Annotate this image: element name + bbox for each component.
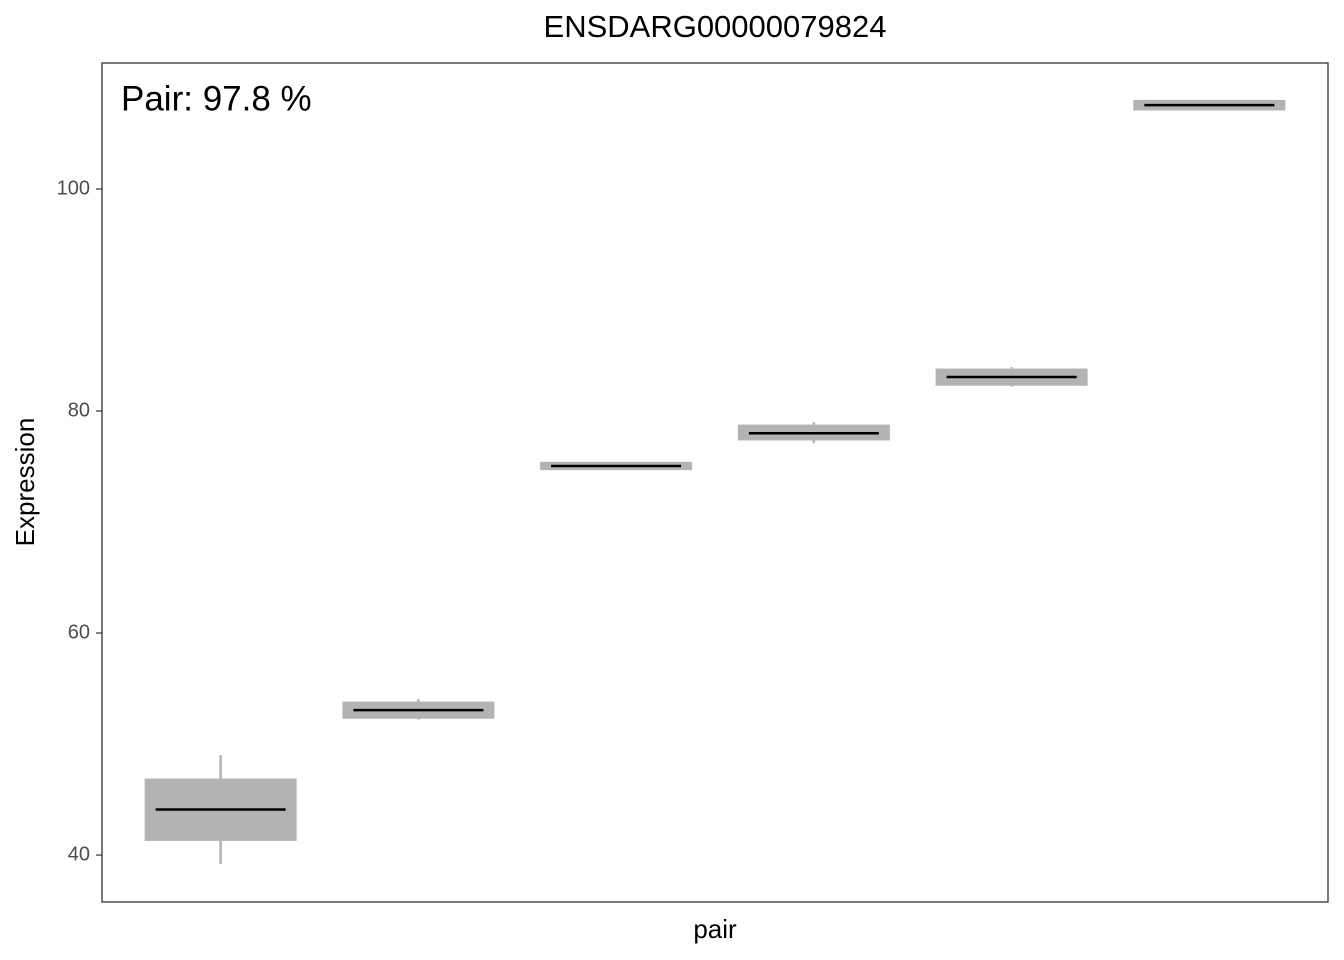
plot-border — [101, 62, 1329, 903]
annotation: Pair: 97.8 % — [121, 79, 312, 118]
x-axis-label: pair — [693, 914, 737, 944]
y-tick-label: 100 — [57, 177, 90, 199]
y-axis-label: Expression — [10, 418, 40, 547]
chart-title: ENSDARG00000079824 — [544, 9, 887, 44]
y-tick-label: 60 — [68, 621, 90, 643]
y-tick-label: 40 — [68, 843, 90, 865]
y-tick-label: 80 — [68, 399, 90, 421]
